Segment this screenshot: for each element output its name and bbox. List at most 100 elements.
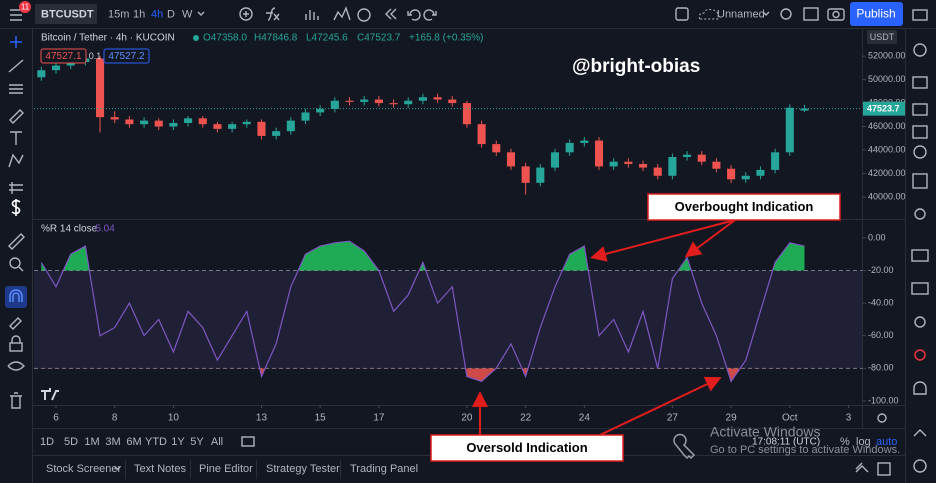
ohlc-low: L47245.6	[306, 33, 348, 44]
range-button[interactable]: 1Y	[171, 436, 185, 448]
magnet-tool[interactable]	[9, 289, 23, 302]
measure-tool[interactable]	[8, 233, 25, 250]
range-button[interactable]: 5D	[64, 436, 78, 448]
sell-price[interactable]: 47527.1	[45, 51, 82, 62]
axis-settings[interactable]	[877, 413, 887, 423]
auto-toggle[interactable]: auto	[876, 436, 897, 448]
dropdown-icon[interactable]	[762, 11, 770, 16]
text-tool[interactable]	[10, 131, 22, 145]
tab[interactable]: Strategy Tester	[266, 463, 340, 475]
sell-button[interactable]	[40, 48, 87, 64]
hotlist-icon[interactable]	[912, 103, 928, 116]
tab[interactable]: Pine Editor	[199, 463, 253, 475]
trash-icon[interactable]	[10, 392, 22, 409]
range-button[interactable]: 3M	[105, 436, 120, 448]
buy-button[interactable]	[103, 48, 150, 64]
chart-type-icon[interactable]	[305, 10, 319, 20]
brush-tool[interactable]	[9, 109, 24, 124]
candle-body	[565, 142, 574, 153]
candle-body	[800, 108, 809, 111]
settings-icon[interactable]	[780, 8, 792, 20]
watchlist-icon[interactable]	[912, 9, 928, 21]
layout-name[interactable]: Unnamed	[717, 8, 765, 20]
candle-body	[154, 120, 163, 127]
zoom-tool[interactable]	[9, 257, 21, 269]
range-button[interactable]: All	[211, 436, 223, 448]
x-tick-label: 24	[579, 413, 591, 424]
help-icon[interactable]	[913, 459, 927, 473]
replay-icon[interactable]	[385, 8, 397, 20]
candle-body	[448, 99, 457, 104]
dropdown-icon[interactable]	[197, 11, 205, 16]
log-toggle[interactable]: log	[856, 436, 871, 448]
pattern-tool[interactable]	[8, 153, 24, 168]
fullscreen-icon[interactable]	[803, 7, 819, 21]
candle-body	[286, 120, 295, 132]
price-tool[interactable]	[11, 199, 21, 216]
publish-button[interactable]	[850, 2, 903, 26]
candle-body	[198, 118, 207, 125]
y-tick-label: 0.00	[868, 232, 886, 242]
range-button[interactable]: 5Y	[190, 436, 204, 448]
y-tick-label: 44000.00	[868, 144, 906, 154]
publish-label[interactable]: Publish	[856, 7, 895, 21]
interval[interactable]: 15m	[108, 8, 129, 20]
notification-icon[interactable]	[913, 381, 927, 395]
alerts-icon[interactable]	[913, 43, 927, 57]
redo-icon[interactable]	[423, 9, 437, 21]
hint-icon[interactable]	[914, 208, 926, 220]
compare-icon[interactable]	[239, 7, 253, 21]
last-price-box	[863, 101, 905, 116]
interval[interactable]: W	[182, 8, 193, 20]
range-button[interactable]: YTD	[145, 436, 167, 448]
trend-line-tool[interactable]	[8, 59, 24, 73]
templates-icon[interactable]	[333, 6, 351, 21]
indicators-icon[interactable]	[266, 7, 280, 21]
interval[interactable]: 4h	[151, 8, 163, 20]
range-button[interactable]: 1D	[40, 436, 54, 448]
lock-icon[interactable]	[9, 342, 23, 352]
undo-icon[interactable]	[407, 9, 421, 21]
lock-drawings[interactable]	[9, 317, 22, 330]
maximize-icon[interactable]	[855, 462, 869, 473]
hide-icon[interactable]	[7, 361, 25, 371]
interval[interactable]: 1h	[133, 8, 145, 20]
layout-icon[interactable]	[675, 7, 689, 21]
ideas-icon[interactable]	[913, 145, 927, 159]
tab[interactable]: Text Notes	[134, 463, 186, 475]
fib-tool[interactable]	[9, 84, 23, 94]
live-icon[interactable]	[914, 349, 926, 361]
stream-icon[interactable]	[914, 316, 926, 328]
candle-body	[418, 97, 427, 101]
watermark-text: Go to PC settings to activate Windows.	[710, 444, 900, 456]
tab[interactable]: Trading Panel	[350, 463, 418, 475]
candle-body	[550, 152, 560, 168]
snapshot-icon[interactable]	[827, 8, 845, 21]
dropdown-icon[interactable]	[114, 466, 121, 471]
indicator-value: -5.04	[92, 224, 115, 235]
candle-body	[771, 152, 780, 170]
goto-date-icon[interactable]	[241, 436, 255, 447]
candle-body	[741, 175, 750, 180]
candle-body	[639, 164, 648, 168]
panel-icon[interactable]	[877, 462, 891, 476]
annotation-text: Oversold Indication	[466, 440, 587, 455]
candle-body	[521, 166, 530, 183]
buy-price[interactable]: 47527.2	[108, 51, 145, 62]
tab[interactable]: Stock Screener	[46, 463, 122, 475]
prediction-tool[interactable]	[9, 182, 23, 194]
range-button[interactable]: 6M	[126, 436, 141, 448]
percent-toggle[interactable]: %	[840, 436, 850, 448]
cursor-tool[interactable]	[10, 36, 22, 48]
interval[interactable]: D	[167, 8, 175, 20]
symbol-box[interactable]	[35, 4, 97, 24]
collapse-icon[interactable]	[913, 429, 927, 437]
screener-icon[interactable]	[912, 173, 928, 189]
symbol[interactable]: BTCUSDT	[41, 8, 94, 20]
range-button[interactable]: 1M	[84, 436, 99, 448]
data-window-icon[interactable]	[912, 76, 928, 89]
chat-icon[interactable]	[911, 249, 929, 262]
chat-icon[interactable]	[911, 282, 929, 295]
calendar-icon[interactable]	[912, 125, 928, 139]
alert-icon[interactable]	[357, 8, 371, 22]
